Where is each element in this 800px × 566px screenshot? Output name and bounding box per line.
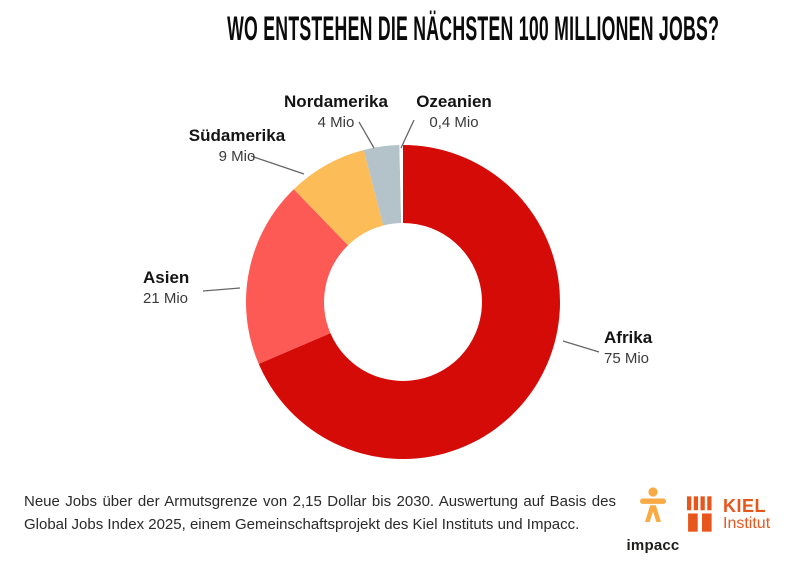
impacc-wordmark: impacc (626, 537, 680, 554)
segment-value: 9 Mio (218, 147, 256, 165)
segment-label: Südamerika (188, 126, 286, 145)
leader-line-ozeanien (400, 119, 415, 149)
impacc-logo: impacc (622, 484, 684, 554)
kiel-wordmark: KIEL Institut (723, 496, 770, 532)
segment-label: Ozeanien (416, 92, 492, 111)
donut-slice-ozeanien (399, 144, 403, 224)
segment-value: 4 Mio (317, 113, 355, 131)
callout-asien: Asien 21 Mio (143, 268, 189, 307)
segment-value: 75 Mio (604, 349, 650, 367)
leader-line-afrika (562, 340, 600, 353)
page-title-text: WO ENTSTEHEN DIE NÄCHSTEN 100 MILLIONEN … (227, 10, 720, 48)
callout-suedamerika: Südamerika 9 Mio (189, 126, 285, 165)
donut-slice-südamerika (293, 149, 384, 246)
donut-slice-nordamerika (363, 145, 402, 226)
segment-label: Nordamerika (284, 92, 388, 111)
kiel-gate-icon (687, 496, 712, 532)
page-title: WO ENTSTEHEN DIE NÄCHSTEN 100 MILLIONEN … (0, 10, 800, 49)
impacc-person-icon (640, 487, 666, 522)
footnote-text: Neue Jobs über der Armutsgrenze von 2,15… (24, 493, 616, 533)
leader-line-suedamerika (250, 155, 305, 175)
donut-slice-afrika (258, 145, 560, 459)
kiel-wordmark-line2: Institut (723, 515, 771, 532)
donut-slices (245, 144, 560, 459)
segment-value: 0,4 Mio (429, 113, 479, 131)
leader-line-asien (202, 287, 241, 292)
segment-value: 21 Mio (143, 289, 189, 307)
donut-slice-asien (245, 189, 349, 364)
segment-label: Asien (143, 268, 190, 287)
callout-nordamerika: Nordamerika 4 Mio (284, 92, 388, 131)
segment-label: Afrika (604, 328, 653, 347)
leader-lines (202, 119, 600, 353)
kiel-institut-logo: KIEL Institut (687, 496, 770, 532)
callout-afrika: Afrika 75 Mio (604, 328, 652, 367)
callout-ozeanien: Ozeanien 0,4 Mio (416, 92, 492, 131)
leader-line-nordamerika (358, 121, 375, 149)
kiel-wordmark-line1: KIEL (723, 496, 767, 516)
